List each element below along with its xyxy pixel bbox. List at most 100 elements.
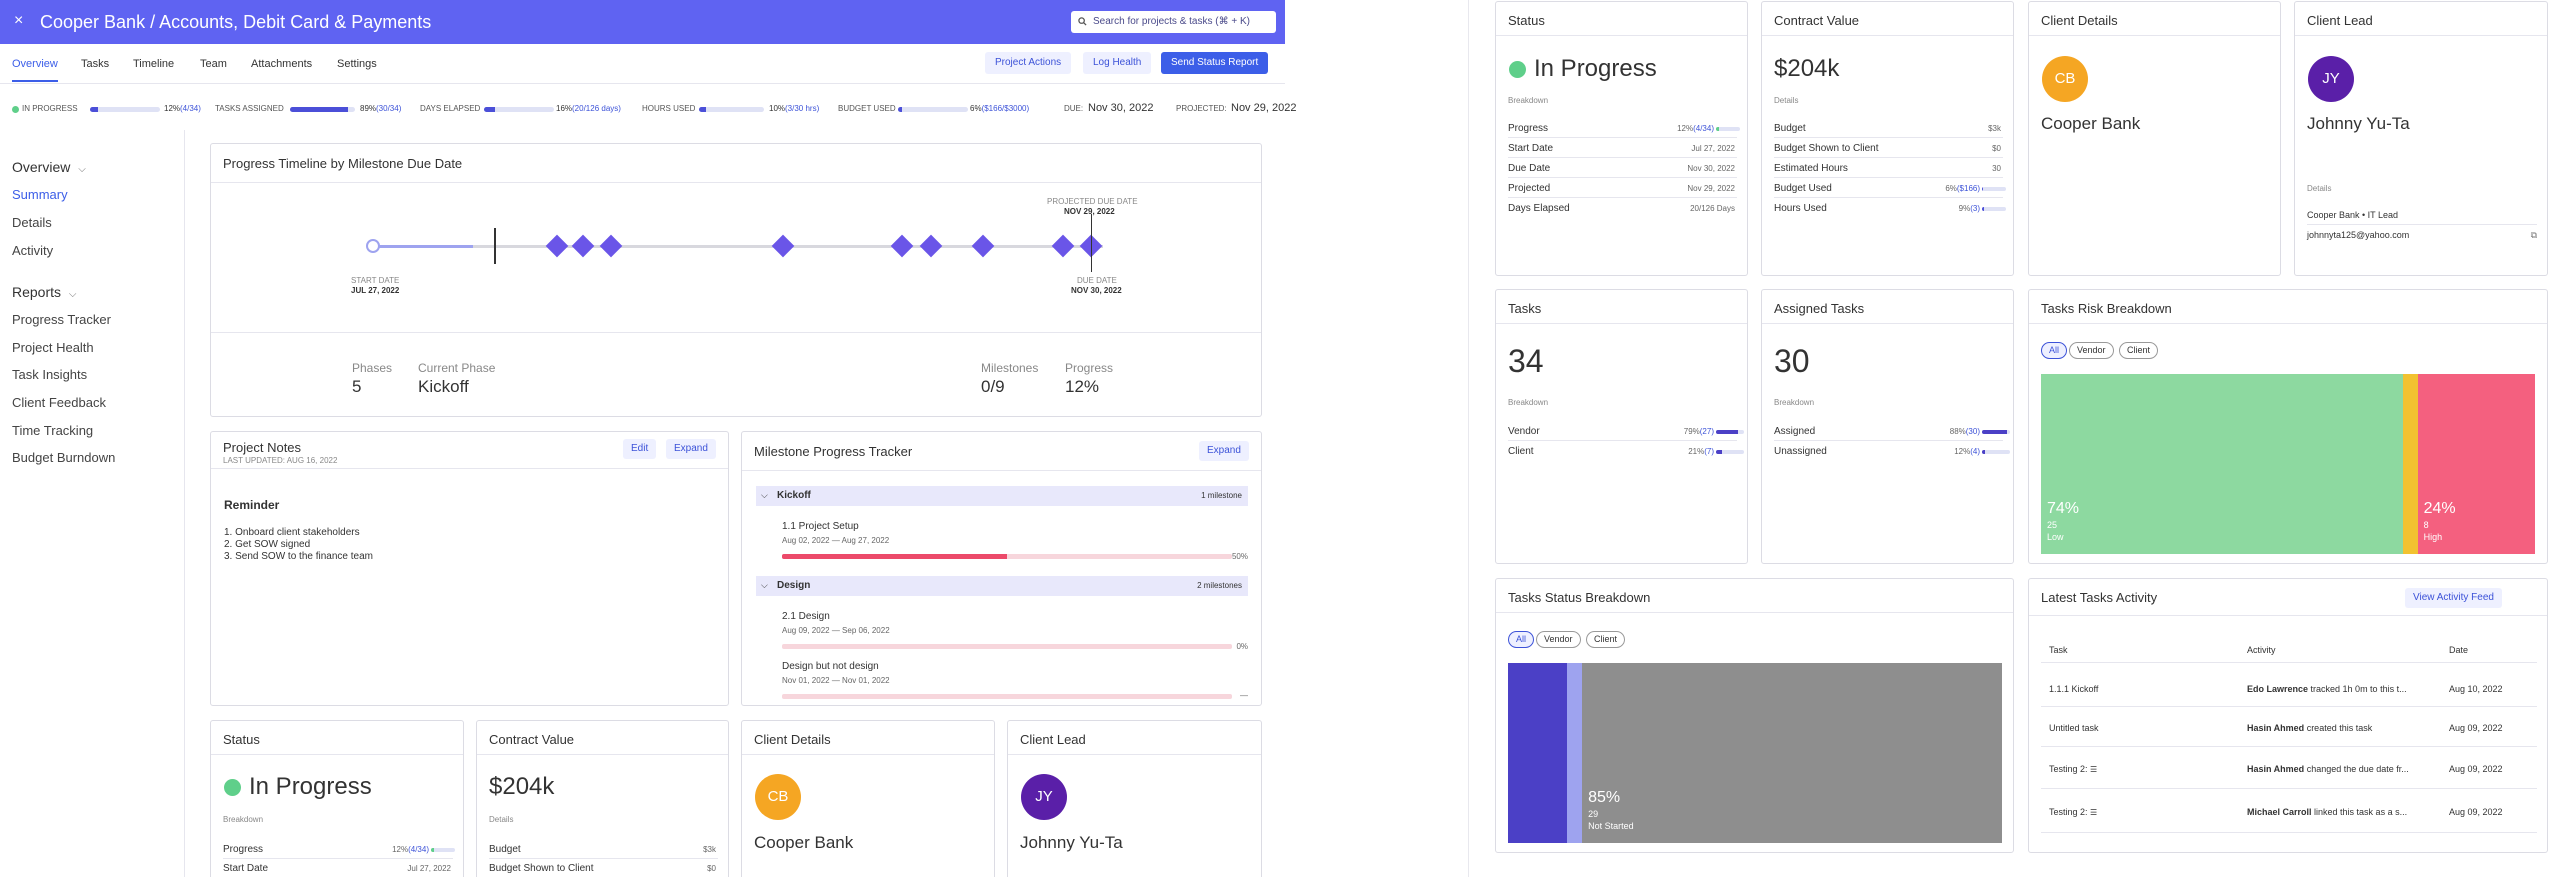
- timeline-start-marker: [366, 239, 380, 253]
- tab-timeline[interactable]: Timeline: [133, 58, 175, 70]
- tasks-risk-card: Tasks Risk Breakdown All Vendor Client 7…: [2028, 289, 2548, 564]
- milestone-group[interactable]: ⌵ Design 2 milestones: [756, 576, 1248, 596]
- milestone-diamond-icon[interactable]: [771, 234, 795, 258]
- strip-progress-value: 12%(4/34): [164, 104, 201, 113]
- milestone-name[interactable]: 2.1 Design: [782, 611, 830, 622]
- breakdown-label: Breakdown: [1508, 96, 1549, 105]
- detail-mini-bar: [1982, 430, 2010, 434]
- activity-task[interactable]: Testing 2: ☰: [2049, 764, 2098, 774]
- status-strip: IN PROGRESS 12%(4/34) TASKS ASSIGNED 89%…: [0, 94, 1296, 124]
- sidebar-item-activity[interactable]: Activity: [12, 243, 54, 258]
- strip-days-label: DAYS ELAPSED: [420, 104, 481, 113]
- milestone-diamond-icon[interactable]: [571, 234, 595, 258]
- risk-card-title: Tasks Risk Breakdown: [2041, 301, 2172, 316]
- filter-client[interactable]: Client: [1586, 631, 1626, 648]
- sidebar-item-summary[interactable]: Summary: [12, 187, 68, 202]
- send-status-report-button[interactable]: Send Status Report: [1161, 52, 1269, 74]
- tab-settings[interactable]: Settings: [337, 58, 377, 70]
- sidebar-item-project-health[interactable]: Project Health: [12, 340, 94, 355]
- status-segment-not-started[interactable]: 85% 29 Not Started: [1582, 663, 2002, 843]
- milestone-diamond-icon[interactable]: [545, 234, 569, 258]
- filter-vendor[interactable]: Vendor: [2069, 342, 2114, 359]
- tab-overview[interactable]: Overview: [12, 58, 58, 82]
- tab-attachments[interactable]: Attachments: [251, 58, 313, 70]
- status-treemap: 85% 29 Not Started: [1508, 663, 2002, 843]
- milestone-group[interactable]: ⌵ Kickoff 1 milestone: [756, 486, 1248, 506]
- project-actions-button[interactable]: Project Actions: [985, 52, 1072, 74]
- sidebar-heading-reports[interactable]: Reports ⌵: [12, 284, 77, 300]
- milestone-diamond-icon[interactable]: [919, 234, 943, 258]
- timeline-elapsed: [373, 245, 473, 248]
- search-input[interactable]: Search for projects & tasks (⌘ + K): [1071, 11, 1276, 33]
- risk-segment-high[interactable]: 24% 8 High: [2417, 374, 2535, 554]
- activity-task[interactable]: 1.1.1 Kickoff: [2049, 684, 2099, 694]
- status-segment[interactable]: [1508, 663, 1568, 843]
- detail-value: 20/126 Days: [1690, 204, 1735, 213]
- sidebar-item-progress-tracker[interactable]: Progress Tracker: [12, 312, 111, 327]
- sidebar-item-time-tracking[interactable]: Time Tracking: [12, 423, 94, 438]
- detail-key: Due Date: [1508, 163, 1551, 174]
- assigned-tasks-card: Assigned Tasks 30 Breakdown Assigned 88%…: [1761, 289, 2014, 564]
- milestone-diamond-icon[interactable]: [890, 234, 914, 258]
- phases-value: 5: [352, 377, 362, 396]
- client-name: Cooper Bank: [2041, 114, 2141, 133]
- sidebar-item-task-insights[interactable]: Task Insights: [12, 367, 88, 382]
- milestone-tracker-card: Milestone Progress Tracker Expand ⌵ Kick…: [741, 431, 1262, 706]
- strip-budget-label: BUDGET USED: [838, 104, 896, 113]
- milestone-diamond-icon[interactable]: [1051, 234, 1075, 258]
- breadcrumb-root[interactable]: Cooper Bank: [40, 12, 146, 32]
- view-activity-feed-button[interactable]: View Activity Feed: [2405, 588, 2502, 608]
- strip-progress-bar: [90, 107, 160, 112]
- strip-tasks-bar: [290, 107, 355, 112]
- notes-heading: Reminder: [224, 498, 280, 512]
- sidebar-item-budget-burndown[interactable]: Budget Burndown: [12, 450, 116, 465]
- expand-notes-button[interactable]: Expand: [666, 439, 716, 459]
- filter-vendor[interactable]: Vendor: [1536, 631, 1581, 648]
- expand-milestones-button[interactable]: Expand: [1199, 441, 1249, 461]
- detail-key: Budget Shown to Client: [489, 863, 594, 874]
- client-details-card: Client Details CB Cooper Bank: [2028, 1, 2281, 276]
- milestone-name[interactable]: Design but not design: [782, 661, 879, 672]
- lead-email[interactable]: johnnyta125@yahoo.com: [2307, 230, 2410, 240]
- sidebar: Overview ⌵ Summary Details Activity Repo…: [0, 130, 185, 877]
- milestone-diamond-icon[interactable]: [599, 234, 623, 258]
- filter-all[interactable]: All: [2041, 342, 2068, 359]
- filter-all[interactable]: All: [1508, 631, 1535, 648]
- activity-date: Aug 09, 2022: [2449, 723, 2503, 733]
- strip-tasks-value: 89%(30/34): [360, 104, 402, 113]
- notes-item: 1. Onboard client stakeholders: [224, 527, 360, 538]
- timeline-title: Progress Timeline by Milestone Due Date: [223, 156, 463, 171]
- copy-icon[interactable]: ⧉: [2530, 230, 2537, 240]
- tab-tasks[interactable]: Tasks: [81, 58, 110, 70]
- filter-client[interactable]: Client: [2119, 342, 2159, 359]
- activity-date: Aug 10, 2022: [2449, 684, 2503, 694]
- edit-notes-button[interactable]: Edit: [623, 439, 657, 459]
- sidebar-heading-overview[interactable]: Overview ⌵: [12, 159, 86, 175]
- sidebar-item-client-feedback[interactable]: Client Feedback: [12, 395, 106, 410]
- milestone-dates: Aug 02, 2022 — Aug 27, 2022: [782, 536, 890, 545]
- client-lead-card: Client Lead JY Johnny Yu-Ta Details Coop…: [2294, 1, 2548, 276]
- activity-task[interactable]: Untitled task: [2049, 723, 2099, 733]
- log-health-button[interactable]: Log Health: [1083, 52, 1152, 74]
- milestone-name[interactable]: 1.1 Project Setup: [782, 521, 859, 532]
- milestone-diamond-icon[interactable]: [971, 234, 995, 258]
- detail-value: $3k: [703, 845, 716, 854]
- subtask-icon: ☰: [2090, 808, 2098, 817]
- milestone-dates: Aug 09, 2022 — Sep 06, 2022: [782, 626, 890, 635]
- notes-item: 3. Send SOW to the finance team: [224, 551, 373, 562]
- tab-team[interactable]: Team: [200, 58, 227, 70]
- activity-task[interactable]: Testing 2: ☰: [2049, 807, 2098, 817]
- status-dot-icon: [12, 106, 19, 113]
- status-segment[interactable]: [1567, 663, 1583, 843]
- lead-name: Johnny Yu-Ta: [1020, 833, 1123, 852]
- sidebar-item-details[interactable]: Details: [12, 215, 52, 230]
- search-placeholder: Search for projects & tasks (⌘ + K): [1093, 16, 1250, 27]
- timeline-due-marker: [1091, 214, 1092, 272]
- lead-role: Cooper Bank • IT Lead: [2307, 210, 2399, 220]
- activity-text: Edo Lawrence tracked 1h 0m to this t...: [2247, 684, 2407, 694]
- risk-segment-medium[interactable]: [2402, 374, 2418, 554]
- close-icon[interactable]: ×: [14, 12, 24, 29]
- milestone-pct: —: [1240, 691, 1248, 700]
- risk-segment-low[interactable]: 74% 25 Low: [2041, 374, 2403, 554]
- detail-key: Budget Used: [1774, 183, 1832, 194]
